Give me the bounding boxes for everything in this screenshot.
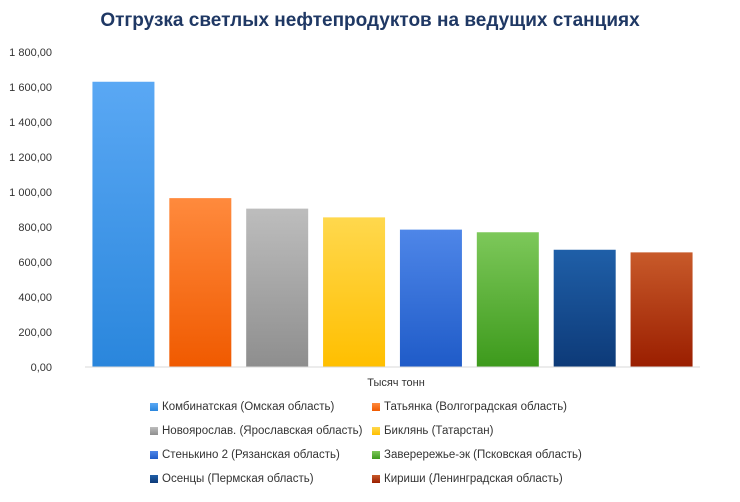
legend-label: Осенцы (Пермская область) [162,473,314,485]
bar [323,217,386,367]
legend-swatch [150,427,158,435]
y-tick-label: 1 400,00 [9,117,52,129]
legend-swatch [372,403,380,411]
bar-chart: 0,00 200,00 400,00 600,00 800,00 1 000,00 1 20… [9,47,700,389]
y-tick-label: 1 800,00 [9,47,52,59]
legend-item: Комбинатская (Омская область) [150,400,372,414]
bar [92,81,155,367]
legend-label: Татьянка (Волгоградская область) [384,401,568,413]
legend-item: Кириши (Ленинградская область) [372,472,610,486]
y-tick-label: 600,00 [18,257,52,269]
legend-swatch [150,451,158,459]
legend: Комбинатская (Омская область) Татьянка (В… [150,400,610,486]
y-tick-label: 800,00 [18,222,52,234]
bar [476,232,539,367]
bars [92,81,693,367]
y-tick-label: 400,00 [18,292,52,304]
legend-swatch [372,475,380,483]
legend-swatch [372,451,380,459]
bar [169,198,232,367]
legend-item: Осенцы (Пермская область) [150,472,372,486]
legend-item: Новоярослав. (Ярославская область) [150,424,372,438]
legend-swatch [150,475,158,483]
legend-label: Заверережье-эк (Псковская область) [384,449,582,461]
bar [553,249,616,367]
y-tick-label: 200,00 [18,327,52,339]
bar [399,229,462,367]
legend-item: Биклянь (Татарстан) [372,424,610,438]
legend-label: Стенькино 2 (Рязанская область) [162,449,340,461]
legend-swatch [372,427,380,435]
y-tick-label: 1 000,00 [9,187,52,199]
legend-item: Стенькино 2 (Рязанская область) [150,448,372,462]
y-tick-label: 1 600,00 [9,82,52,94]
legend-label: Кириши (Ленинградская область) [384,473,563,485]
y-axis: 0,00 200,00 400,00 600,00 800,00 1 000,00 1 20… [9,47,52,374]
bar [246,208,309,367]
legend-label: Биклянь (Татарстан) [384,425,494,437]
y-tick-label: 0,00 [31,362,52,374]
chart-title: Отгрузка светлых нефтепродуктов на ведущ… [100,10,640,31]
legend-item: Заверережье-эк (Псковская область) [372,448,610,462]
legend-label: Новоярослав. (Ярославская область) [162,425,363,437]
bar [630,252,693,367]
legend-label: Комбинатская (Омская область) [162,401,335,413]
legend-swatch [150,403,158,411]
y-tick-label: 1 200,00 [9,152,52,164]
legend-item: Татьянка (Волгоградская область) [372,400,610,414]
x-axis-label: Тысяч тонн [367,377,425,389]
